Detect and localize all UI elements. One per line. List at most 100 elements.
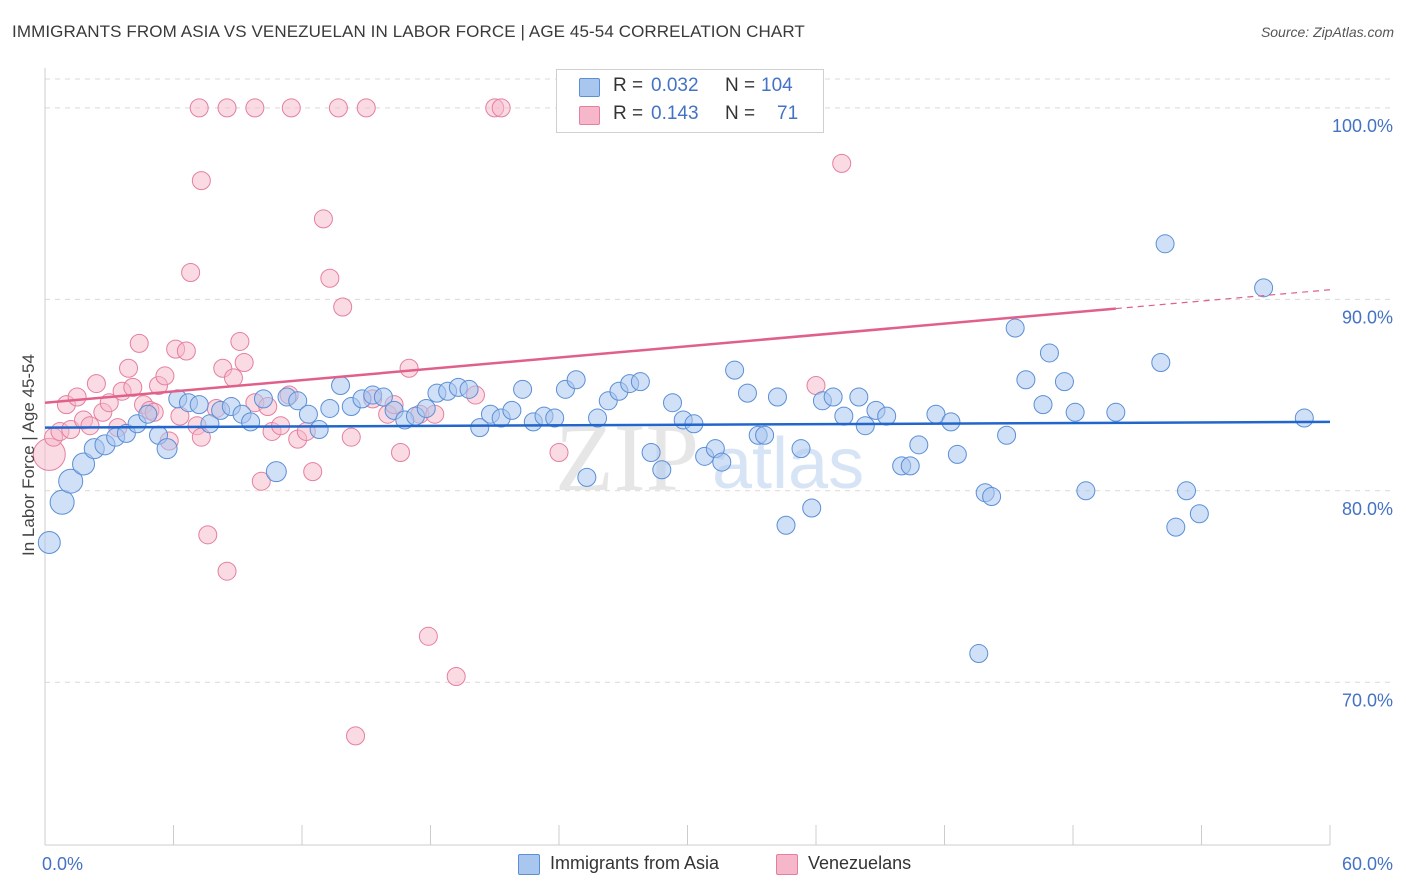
data-point: [513, 379, 533, 399]
data-point: [200, 414, 220, 434]
data-point: [737, 383, 757, 403]
data-point: [373, 387, 393, 407]
data-point: [652, 460, 672, 480]
data-point: [588, 408, 608, 428]
bottom-legend-swatch-pink: [776, 854, 798, 875]
y-tick-labels: 100.0% 90.0% 80.0% 70.0%: [1332, 116, 1393, 710]
data-point: [776, 515, 796, 535]
data-point: [663, 393, 683, 413]
watermark: ZIP atlas: [555, 404, 864, 511]
data-point: [303, 462, 323, 482]
data-point: [545, 408, 565, 428]
data-point: [181, 263, 201, 283]
data-point: [155, 366, 175, 386]
y-tick-label: 70.0%: [1342, 690, 1393, 710]
data-point: [191, 427, 211, 447]
y-axis-title: In Labor Force | Age 45-54: [19, 354, 38, 556]
data-point: [416, 398, 436, 418]
data-point: [80, 416, 100, 436]
data-point: [491, 98, 511, 118]
data-point: [997, 425, 1017, 445]
data-point: [399, 358, 419, 378]
legend-n-value: 104: [761, 75, 793, 96]
data-point: [566, 370, 586, 390]
data-point: [877, 406, 897, 426]
chart-title: IMMIGRANTS FROM ASIA VS VENEZUELAN IN LA…: [12, 22, 805, 41]
data-point: [712, 452, 732, 472]
data-point: [217, 561, 237, 581]
series-immigrants-from-asia: [37, 234, 1314, 664]
data-point: [459, 379, 479, 399]
data-point: [198, 525, 218, 545]
data-point: [49, 489, 75, 515]
data-point: [58, 468, 84, 494]
data-point: [1189, 504, 1209, 524]
data-point: [1076, 481, 1096, 501]
data-point: [189, 395, 209, 415]
data-point: [72, 452, 96, 476]
data-point: [391, 443, 411, 462]
legend: R = 0.032 N = 104 R = 0.143 N = 71: [556, 69, 824, 133]
data-point: [331, 375, 351, 395]
legend-row-venezuelans: R = 0.143 N = 71: [557, 101, 823, 129]
bottom-legend-label-venezuelans: Venezuelans: [808, 853, 912, 873]
y-tick-label: 100.0%: [1332, 116, 1393, 136]
bottom-legend-swatch-blue: [518, 854, 540, 875]
legend-row-asia: R = 0.032 N = 104: [557, 73, 823, 101]
data-point: [900, 456, 920, 476]
data-point: [123, 377, 143, 397]
data-point: [234, 353, 254, 373]
data-point: [189, 98, 209, 118]
data-point: [1166, 517, 1186, 537]
data-point: [309, 420, 329, 440]
trendline-venezuelans-dashed: [1115, 289, 1331, 310]
legend-r-label: R =: [613, 103, 644, 124]
data-point: [823, 387, 843, 407]
data-point: [86, 374, 106, 394]
x-tick-labels: 0.0% 60.0%: [42, 854, 1393, 874]
data-point: [855, 416, 875, 436]
gridlines: [45, 78, 1390, 683]
data-point: [281, 98, 301, 118]
data-point: [119, 358, 139, 378]
data-point: [947, 444, 967, 464]
legend-n-label: N =: [725, 103, 756, 124]
data-point: [418, 626, 438, 646]
data-point: [1177, 481, 1197, 501]
data-point: [129, 333, 149, 353]
data-point: [253, 389, 273, 409]
data-point: [549, 443, 569, 462]
trendline-venezuelans: [44, 307, 1116, 404]
data-point: [755, 425, 775, 445]
data-point: [832, 153, 852, 173]
legend-swatch-blue: [579, 78, 600, 97]
y-tick-label: 90.0%: [1342, 307, 1393, 327]
data-point: [37, 530, 61, 554]
data-point: [1016, 370, 1036, 390]
data-point: [346, 726, 366, 746]
data-point: [502, 400, 522, 420]
legend-n-value: 71: [777, 103, 799, 124]
data-point: [217, 98, 237, 118]
data-point: [251, 471, 271, 491]
trendline-asia: [44, 420, 1331, 429]
data-point: [1054, 372, 1074, 392]
data-point: [313, 209, 333, 229]
data-point: [298, 404, 318, 424]
data-point: [941, 412, 961, 432]
data-point: [341, 427, 361, 447]
data-point: [767, 387, 787, 407]
data-point: [191, 171, 211, 191]
data-point: [630, 372, 650, 392]
data-point: [791, 439, 811, 459]
data-point: [1033, 395, 1053, 415]
data-point: [834, 406, 854, 426]
x-tick-label: 0.0%: [42, 854, 83, 874]
legend-r-value: 0.143: [651, 103, 699, 124]
data-point: [333, 297, 353, 317]
data-point: [176, 341, 196, 361]
data-point: [320, 268, 340, 288]
data-point: [982, 487, 1002, 507]
data-point: [61, 420, 81, 440]
